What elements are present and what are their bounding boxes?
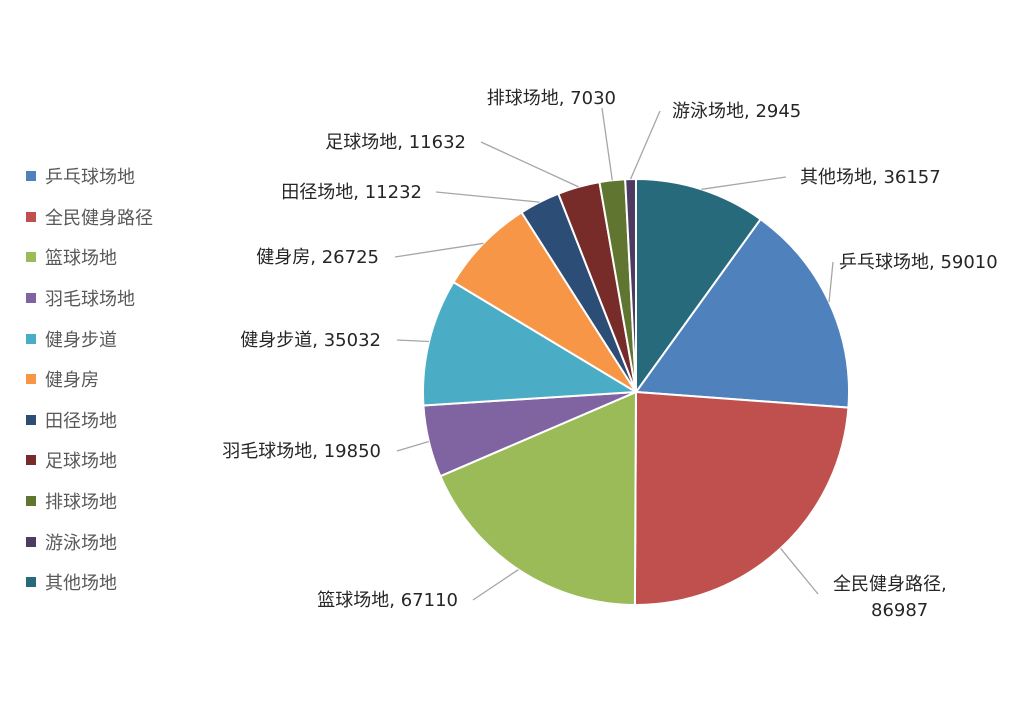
- legend-swatch: [26, 455, 36, 466]
- slice-data-label: 羽毛球场地, 19850: [222, 441, 381, 462]
- slice-10: [635, 177, 762, 396]
- legend-label: 其他场地: [45, 573, 117, 595]
- slice-data-label: 田径场地, 11232: [281, 182, 422, 203]
- slice-1: [633, 390, 850, 606]
- slice-2: [439, 390, 638, 607]
- legend-swatch: [26, 211, 36, 222]
- slice-0: [634, 217, 850, 409]
- pie-slices: [422, 177, 850, 607]
- leader-line: [396, 339, 430, 343]
- slice-data-label: 足球场地, 11632: [325, 132, 466, 153]
- legend-item-basketball: 篮球场地: [26, 237, 153, 278]
- leader-line: [394, 242, 484, 258]
- slice-data-label: 排球场地, 7030: [487, 88, 616, 109]
- legend-swatch: [26, 496, 36, 507]
- legend-item-pingpong: 乒乓球场地: [26, 156, 153, 197]
- legend-item-track: 田径场地: [26, 400, 153, 441]
- leader-line: [396, 440, 430, 452]
- leader-line: [480, 141, 579, 188]
- slice-data-label: 健身步道, 35032: [240, 330, 381, 351]
- legend-swatch: [26, 252, 36, 263]
- leader-line: [435, 191, 540, 203]
- legend-label: 游泳场地: [45, 532, 117, 554]
- leader-line: [629, 110, 661, 180]
- legend-item-volleyball: 排球场地: [26, 481, 153, 522]
- legend-label: 羽毛球场地: [45, 289, 135, 311]
- legend-swatch: [26, 577, 36, 588]
- slice-data-label: 健身房, 26725: [256, 247, 379, 268]
- slice-4: [422, 280, 640, 407]
- legend-item-trail: 健身步道: [26, 318, 153, 359]
- legend-label: 排球场地: [45, 492, 117, 514]
- legend-swatch: [26, 536, 36, 547]
- legend-label: 健身房: [45, 370, 99, 392]
- legend-swatch: [26, 171, 36, 182]
- slice-data-label: 游泳场地, 2945: [672, 101, 801, 122]
- slice-labels: 乒乓球场地, 59010 全民健身路径, 86987 篮球场地, 67110 羽毛球场地…: [222, 88, 997, 621]
- leader-line: [701, 176, 787, 190]
- legend-label: 乒乓球场地: [45, 167, 135, 189]
- legend-label: 全民健身路径: [45, 207, 153, 229]
- leader-line: [472, 569, 519, 601]
- legend-label: 足球场地: [45, 451, 117, 473]
- legend-label: 篮球场地: [45, 248, 117, 270]
- legend-item-other: 其他场地: [26, 562, 153, 603]
- leader-line: [601, 107, 613, 181]
- legend-item-fitness-path: 全民健身路径: [26, 197, 153, 238]
- legend-swatch: [26, 374, 36, 385]
- legend-swatch: [26, 414, 36, 425]
- slice-data-label: 篮球场地, 67110: [317, 590, 458, 611]
- chart-legend: 乒乓球场地 全民健身路径 篮球场地 羽毛球场地 健身步道 健身房 田径场地 足球…: [26, 156, 153, 603]
- legend-item-football: 足球场地: [26, 440, 153, 481]
- legend-item-swimming: 游泳场地: [26, 521, 153, 562]
- slice-data-label: 全民健身路径, 86987: [833, 574, 947, 621]
- leader-line: [828, 261, 834, 303]
- slice-5: [452, 210, 637, 393]
- legend-swatch: [26, 293, 36, 304]
- legend-item-badminton: 羽毛球场地: [26, 278, 153, 319]
- slice-data-label: 乒乓球场地, 59010: [839, 252, 998, 273]
- legend-label: 田径场地: [45, 410, 117, 432]
- slice-data-label: 其他场地, 36157: [800, 167, 941, 188]
- legend-swatch: [26, 333, 36, 344]
- legend-item-gym: 健身房: [26, 359, 153, 400]
- legend-label: 健身步道: [45, 329, 117, 351]
- leader-line: [780, 547, 819, 595]
